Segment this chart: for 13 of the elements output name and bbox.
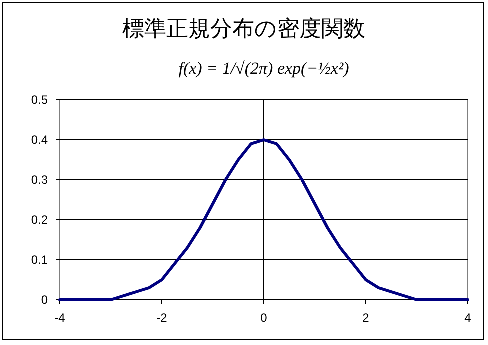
y-tick-label: 0.4 (31, 133, 48, 147)
y-tick-label: 0.2 (31, 213, 48, 227)
chart-title: 標準正規分布の密度関数 (122, 16, 366, 41)
x-tick-label: -2 (156, 311, 168, 325)
x-tick-label: 0 (260, 311, 268, 325)
x-tick-label: 4 (464, 311, 472, 325)
chart-subtitle: f(x) = 1/√(2π) exp(−½x²) (178, 59, 350, 78)
y-tick-label: 0.5 (31, 93, 48, 107)
y-tick-label: 0.3 (31, 173, 48, 187)
y-tick-label: 0 (41, 293, 48, 307)
y-tick-label: 0.1 (31, 253, 48, 267)
x-tick-label: -4 (54, 311, 66, 325)
x-tick-label: 2 (362, 311, 370, 325)
